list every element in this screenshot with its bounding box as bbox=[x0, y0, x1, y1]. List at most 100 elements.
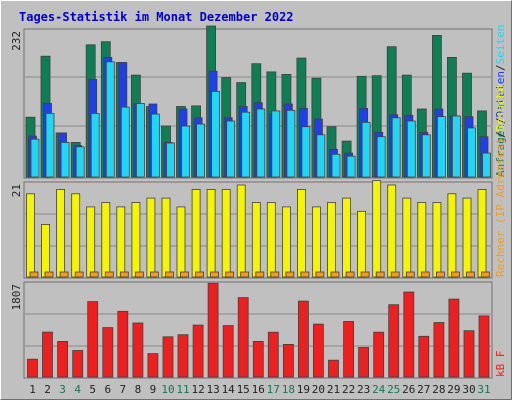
bar-rechner bbox=[450, 271, 460, 278]
bar-besuche bbox=[131, 202, 141, 278]
bar-besuche bbox=[161, 197, 171, 278]
x-tick-label: 2 bbox=[44, 383, 51, 396]
bar-besuche bbox=[206, 188, 216, 278]
bar-kbf bbox=[267, 331, 279, 378]
bar-rechner bbox=[104, 271, 114, 278]
bar-seiten bbox=[150, 113, 160, 178]
x-axis-day-labels: 1 2 3 4 5 6 7 8 9 10 11 12 13 14 15 16 17 18 19 20 21 22 23 24 2… bbox=[29, 383, 490, 396]
bar-besuche bbox=[311, 206, 321, 278]
x-tick-label: 5 bbox=[89, 383, 96, 396]
bar-rechner bbox=[134, 271, 144, 278]
bar-rechner bbox=[225, 271, 235, 278]
bar-kbf bbox=[373, 331, 385, 378]
bar-besuche bbox=[327, 202, 336, 278]
legend-entry: / bbox=[494, 64, 507, 71]
bar-seiten bbox=[271, 110, 281, 178]
bar-besuche bbox=[221, 188, 231, 278]
bar-rechner bbox=[89, 271, 99, 278]
x-tick-label: 14 bbox=[222, 383, 236, 396]
bar-besuche bbox=[372, 180, 382, 278]
bar-seiten bbox=[60, 141, 70, 178]
x-tick-label: 15 bbox=[237, 383, 250, 396]
bar-kbf bbox=[237, 297, 249, 378]
bar-besuche bbox=[342, 197, 352, 278]
bar-seiten bbox=[196, 123, 206, 178]
legend-entry: Rechner (IP-Adressen) bbox=[494, 138, 507, 277]
bar-kbf bbox=[418, 335, 430, 378]
bar-rechner bbox=[435, 271, 445, 278]
bar-besuche bbox=[71, 193, 81, 278]
bar-kbf bbox=[102, 327, 114, 378]
bar-besuche bbox=[236, 184, 246, 278]
bar-kbf bbox=[282, 343, 294, 378]
chart-title: Tages-Statistik im Monat Dezember 2022 bbox=[19, 10, 294, 24]
bar-besuche bbox=[266, 202, 276, 278]
x-tick-label: 23 bbox=[357, 383, 370, 396]
x-tick-label: 17 bbox=[267, 383, 280, 396]
legend-entry: Dateien bbox=[494, 71, 507, 117]
bar-rechner bbox=[44, 271, 54, 278]
bar-rechner bbox=[119, 271, 129, 278]
bar-besuche bbox=[477, 188, 487, 278]
bar-seiten bbox=[45, 113, 55, 178]
bar-seiten bbox=[361, 121, 371, 178]
legend-entry: Seiten bbox=[494, 25, 507, 65]
bar-seiten bbox=[105, 61, 115, 178]
x-tick-label: 26 bbox=[402, 383, 415, 396]
bar-seiten bbox=[301, 126, 311, 178]
bar-kbf bbox=[343, 321, 355, 378]
bar-besuche bbox=[432, 202, 442, 278]
x-tick-label: 10 bbox=[161, 383, 174, 396]
bar-seiten bbox=[226, 120, 236, 178]
bar-seiten bbox=[241, 111, 251, 178]
bar-seiten bbox=[467, 127, 476, 178]
x-tick-label: 20 bbox=[312, 383, 325, 396]
legend-entry: kB F bbox=[494, 351, 507, 378]
x-tick-label: 13 bbox=[206, 383, 219, 396]
x-tick-label: 29 bbox=[447, 383, 460, 396]
bar-kbf bbox=[57, 340, 68, 378]
bar-seiten bbox=[451, 115, 461, 178]
bar-rechner bbox=[405, 271, 415, 278]
bar-rechner bbox=[240, 271, 250, 278]
bar-seiten bbox=[406, 120, 416, 178]
bot-panel-ymax-label: 1807 bbox=[10, 284, 23, 311]
x-tick-label: 18 bbox=[282, 383, 295, 396]
x-tick-label: 3 bbox=[59, 383, 66, 396]
bar-rechner bbox=[165, 271, 174, 278]
x-tick-label: 9 bbox=[150, 383, 157, 396]
bot-panel-legend: kB F bbox=[494, 351, 507, 378]
bar-kbf bbox=[448, 298, 460, 378]
bar-besuche bbox=[296, 188, 306, 278]
bar-rechner bbox=[466, 271, 475, 278]
bar-seiten bbox=[286, 109, 296, 178]
bar-rechner bbox=[180, 271, 189, 278]
bar-kbf bbox=[192, 324, 204, 378]
bar-rechner bbox=[481, 271, 490, 278]
bar-seiten bbox=[135, 103, 145, 178]
bar-besuche bbox=[447, 193, 457, 278]
bar-besuche bbox=[86, 206, 96, 278]
bar-besuche bbox=[116, 206, 126, 278]
bar-kbf bbox=[72, 350, 84, 378]
bar-kbf bbox=[463, 330, 475, 378]
bar-rechner bbox=[270, 271, 280, 278]
bar-seiten bbox=[436, 116, 446, 178]
bar-kbf bbox=[388, 304, 400, 378]
bar-kbf bbox=[358, 347, 370, 378]
bar-kbf bbox=[177, 334, 189, 378]
bar-rechner bbox=[375, 271, 385, 278]
legend-entry: Anfragen bbox=[494, 124, 507, 177]
x-tick-label: 22 bbox=[342, 383, 355, 396]
bar-rechner bbox=[59, 271, 69, 278]
x-tick-label: 6 bbox=[104, 383, 111, 396]
x-tick-label: 24 bbox=[372, 383, 386, 396]
bar-seiten bbox=[120, 106, 130, 178]
bar-rechner bbox=[149, 271, 159, 278]
bar-kbf bbox=[297, 300, 309, 378]
bar-rechner bbox=[390, 271, 400, 278]
bar-seiten bbox=[166, 142, 175, 178]
bar-kbf bbox=[117, 310, 129, 378]
bar-kbf bbox=[222, 325, 234, 378]
